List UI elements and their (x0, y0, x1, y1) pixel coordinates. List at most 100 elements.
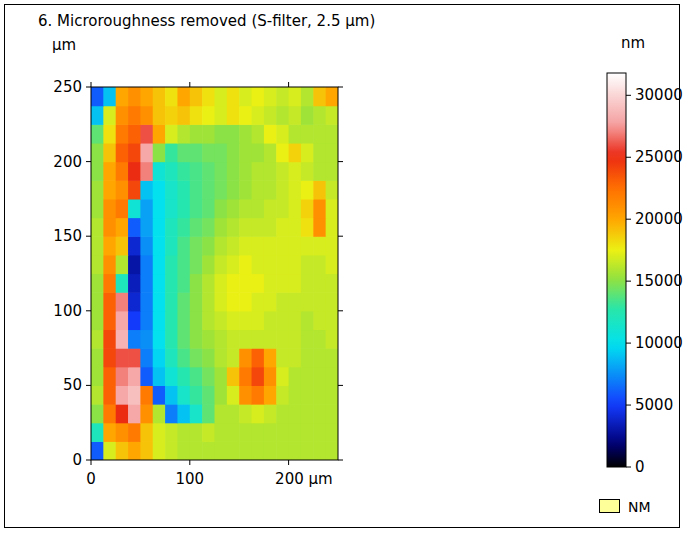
heatmap-cell (103, 404, 116, 423)
heatmap-cell (165, 255, 178, 274)
heatmap-cell (116, 236, 129, 255)
heatmap-cell (227, 385, 240, 404)
heatmap-cells (91, 87, 338, 460)
heatmap-cell (252, 199, 265, 218)
heatmap-cell (177, 255, 190, 274)
heatmap-cell (140, 199, 153, 218)
heatmap-cell (326, 329, 338, 348)
heatmap-cell (116, 292, 129, 311)
y-tick-right (338, 460, 343, 461)
heatmap-cell (301, 236, 314, 255)
heatmap-cell (202, 385, 215, 404)
y-tick (86, 385, 91, 386)
heatmap-cell (140, 441, 153, 460)
heatmap-cell (202, 236, 215, 255)
heatmap-cell (313, 218, 326, 237)
heatmap-cell (103, 441, 116, 460)
heatmap-cell (264, 143, 277, 162)
heatmap-cell (153, 329, 166, 348)
heatmap-cell (116, 143, 129, 162)
heatmap-cell (276, 311, 289, 330)
colorbar-tick (626, 281, 631, 282)
heatmap-cell (190, 236, 203, 255)
heatmap-cell (301, 441, 314, 460)
heatmap-cell (128, 329, 141, 348)
heatmap-cell (215, 292, 228, 311)
heatmap-cell (301, 255, 314, 274)
heatmap-cell (276, 367, 289, 386)
heatmap-cell (116, 162, 129, 181)
heatmap-cell (252, 441, 265, 460)
heatmap-cell (215, 162, 228, 181)
heatmap-cell (190, 162, 203, 181)
heatmap-cell (91, 199, 104, 218)
heatmap-cell (190, 106, 203, 125)
heatmap-cell (153, 87, 166, 106)
heatmap-cell (215, 199, 228, 218)
heatmap-cell (103, 106, 116, 125)
heatmap-cell (313, 255, 326, 274)
heatmap-cell (116, 180, 129, 199)
heatmap-cell (202, 199, 215, 218)
heatmap-cell (153, 124, 166, 143)
heatmap-cell (326, 180, 338, 199)
heatmap-cell (215, 423, 228, 442)
heatmap-cell (202, 218, 215, 237)
heatmap-cell (103, 162, 116, 181)
heatmap-cell (190, 423, 203, 442)
heatmap-cell (276, 423, 289, 442)
heatmap-cell (177, 106, 190, 125)
heatmap-cell (202, 87, 215, 106)
heatmap-cell (301, 423, 314, 442)
heatmap-cell (276, 236, 289, 255)
heatmap-cell (140, 404, 153, 423)
heatmap-cell (91, 180, 104, 199)
heatmap-cell (326, 218, 338, 237)
heatmap-cell (116, 404, 129, 423)
heatmap-cell (215, 106, 228, 125)
heatmap-cell (313, 162, 326, 181)
legend-label: NM (628, 499, 651, 515)
heatmap-cell (140, 255, 153, 274)
heatmap-cell (227, 106, 240, 125)
heatmap-cell (91, 404, 104, 423)
heatmap-cell (252, 348, 265, 367)
heatmap-cell (177, 274, 190, 293)
heatmap-cell (239, 385, 252, 404)
heatmap-cell (202, 329, 215, 348)
heatmap-cell (264, 292, 277, 311)
heatmap-cell (239, 87, 252, 106)
heatmap-cell (326, 441, 338, 460)
heatmap-cell (165, 87, 178, 106)
y-tick-right (338, 310, 343, 311)
heatmap-cell (313, 143, 326, 162)
heatmap-cell (313, 199, 326, 218)
heatmap-cell (313, 106, 326, 125)
heatmap-cell (276, 329, 289, 348)
heatmap-cell (128, 348, 141, 367)
heatmap-cell (252, 329, 265, 348)
heatmap-cell (264, 385, 277, 404)
heatmap-cell (313, 180, 326, 199)
x-tick-label: 200 µm (275, 470, 333, 488)
heatmap-cell (313, 329, 326, 348)
heatmap-cell (276, 106, 289, 125)
heatmap-cell (313, 274, 326, 293)
heatmap-cell (326, 311, 338, 330)
heatmap-cell (140, 143, 153, 162)
heatmap-cell (202, 423, 215, 442)
heatmap-cell (177, 311, 190, 330)
heatmap-cell (276, 385, 289, 404)
heatmap-cell (326, 367, 338, 386)
heatmap-cell (289, 218, 302, 237)
heatmap-cell (227, 292, 240, 311)
heatmap-cell (91, 87, 104, 106)
heatmap-cell (215, 218, 228, 237)
heatmap-cell (227, 87, 240, 106)
heatmap-cell (276, 441, 289, 460)
x-tick (288, 460, 289, 465)
heatmap-cell (239, 255, 252, 274)
heatmap-cell (264, 441, 277, 460)
heatmap-cell (116, 255, 129, 274)
outer-frame (5, 5, 680, 528)
